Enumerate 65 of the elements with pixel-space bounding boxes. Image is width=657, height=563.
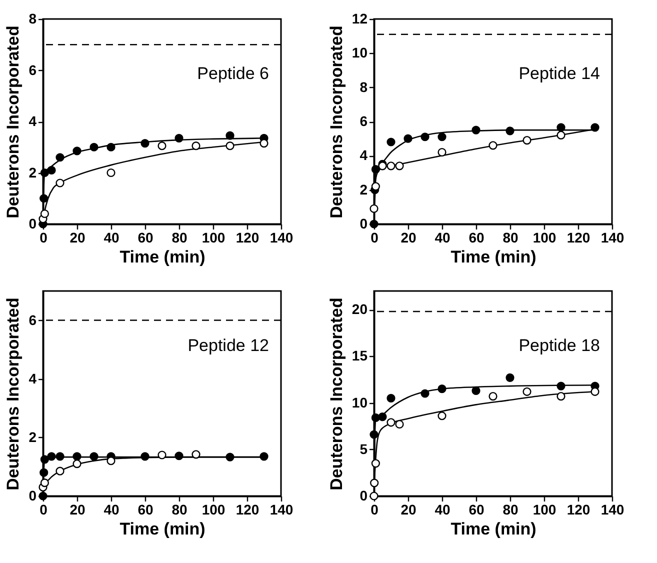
x-tick-label: 0: [370, 230, 379, 246]
x-tick-label: 20: [400, 230, 416, 246]
x-tick-label: 0: [40, 230, 48, 246]
y-tick-label: 4: [28, 370, 37, 386]
x-tick-label: 100: [532, 502, 556, 518]
y-axis-title: Deuterons Incorporated: [326, 26, 346, 218]
x-tick-label: 20: [400, 502, 416, 518]
x-tick-label: 120: [236, 502, 260, 518]
y-tick-label: 20: [352, 301, 368, 318]
annotation: Peptide 18: [518, 336, 600, 355]
y-tick-label: 15: [352, 348, 368, 364]
x-tick-label: 80: [172, 230, 188, 246]
x-tick-label: 0: [40, 502, 48, 518]
y-tick-label: 5: [360, 440, 368, 457]
y-tick-label: 8: [28, 10, 37, 26]
y-tick-label: 6: [28, 62, 37, 78]
annotation: Peptide 6: [197, 64, 269, 83]
x-tick-label: 0: [370, 502, 379, 518]
y-axis-title: Deuterons Incorporated: [4, 26, 23, 218]
y-tick-label: 2: [28, 164, 37, 180]
x-tick-label: 80: [502, 502, 518, 518]
x-tick-label: 40: [434, 230, 450, 246]
annotation: Peptide 14: [518, 64, 600, 83]
y-tick-label: 0: [360, 488, 368, 504]
y-tick-label: 2: [28, 428, 37, 445]
y-tick-label: 2: [360, 181, 368, 198]
x-tick-label: 60: [138, 230, 154, 246]
y-axis-title: Deuterons Incorporated: [326, 298, 346, 490]
y-tick-label: 6: [28, 312, 37, 328]
y-axis-title: Deuterons Incorporated: [4, 298, 23, 490]
x-tick-label: 120: [236, 230, 260, 246]
x-tick-label: 40: [104, 502, 120, 518]
x-tick-label: 100: [202, 502, 226, 518]
y-tick-label: 0: [28, 488, 37, 504]
x-tick-label: 80: [502, 230, 518, 246]
x-axis-title: Time (min): [120, 520, 206, 538]
x-tick-label: 60: [468, 230, 484, 246]
y-tick-label: 8: [360, 78, 368, 95]
x-axis-title: Time (min): [450, 520, 536, 538]
y-tick-label: 4: [360, 147, 368, 164]
y-tick-label: 12: [352, 10, 368, 26]
x-tick-label: 100: [202, 230, 226, 246]
x-tick-label: 140: [600, 502, 624, 518]
y-tick-label: 10: [352, 44, 368, 61]
y-tick-label: 4: [28, 113, 37, 129]
x-tick-label: 120: [566, 502, 590, 518]
x-tick-label: 40: [104, 230, 120, 246]
y-tick-label: 6: [360, 113, 368, 129]
y-tick-label: 0: [28, 216, 37, 232]
x-tick-label: 140: [270, 502, 294, 518]
x-tick-label: 40: [434, 502, 450, 518]
x-tick-label: 60: [138, 502, 154, 518]
annotation: Peptide 12: [188, 336, 269, 355]
x-tick-label: 20: [70, 230, 86, 246]
x-tick-label: 140: [270, 230, 294, 246]
y-tick-label: 0: [360, 216, 368, 232]
x-tick-label: 140: [600, 230, 624, 246]
x-tick-label: 20: [70, 502, 86, 518]
x-tick-label: 100: [532, 230, 556, 246]
y-tick-label: 10: [352, 394, 368, 410]
x-tick-label: 60: [468, 502, 484, 518]
x-axis-title: Time (min): [450, 248, 536, 266]
x-tick-label: 120: [566, 230, 590, 246]
x-tick-label: 80: [172, 502, 188, 518]
x-axis-title: Time (min): [120, 248, 206, 266]
